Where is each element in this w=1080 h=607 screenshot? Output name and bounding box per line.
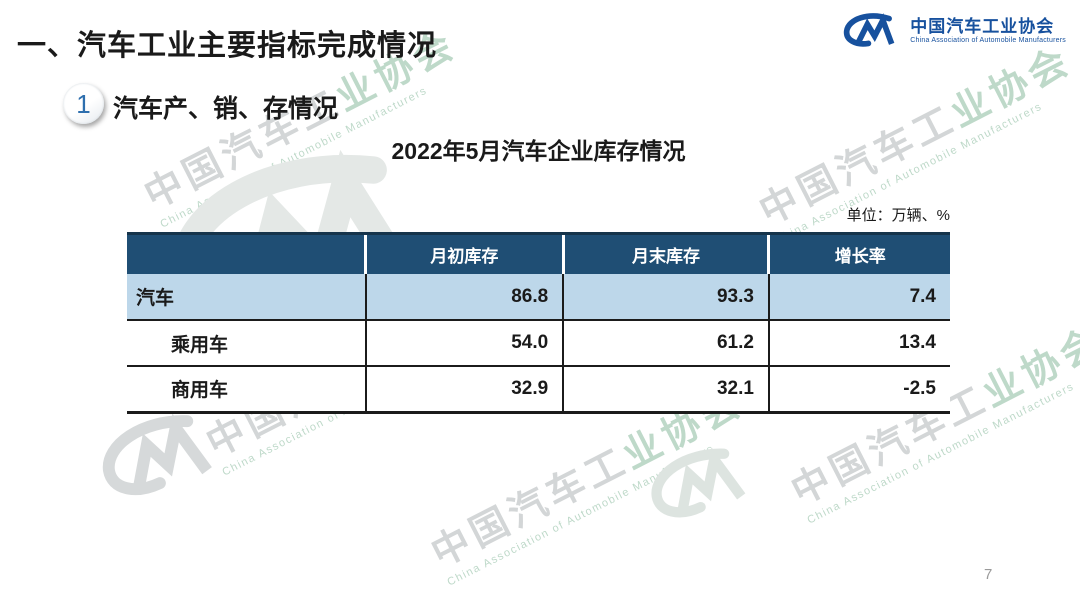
subsection-title: 汽车产、销、存情况 — [113, 95, 339, 123]
table-title: 2022年5月汽车企业库存情况 — [391, 138, 686, 164]
table-column-header — [127, 232, 366, 274]
table-row: 乘用车 54.0 61.2 13.4 — [127, 320, 950, 367]
section-title: 一、汽车工业主要指标完成情况 — [17, 30, 438, 62]
row-label: 乘用车 — [127, 320, 366, 367]
table-cell: 54.0 — [364, 320, 564, 367]
table-column-header: 月初库存 — [364, 232, 564, 274]
table-column-header: 月末库存 — [561, 232, 769, 274]
inventory-table: 月初库存 月末库存 增长率 汽车 86.8 93.3 7.4 乘用车 54.0 61.2 13.4… — [127, 232, 950, 414]
logo-name-zh: 中国汽车工业协会 — [910, 17, 1055, 37]
table-cell: 13.4 — [767, 320, 950, 367]
table-cell: 61.2 — [562, 320, 769, 367]
row-label: 汽车 — [127, 274, 366, 321]
table-column-header: 增长率 — [767, 232, 950, 274]
table-row: 商用车 32.9 32.1 -2.5 — [127, 366, 950, 414]
watermark-cm-icon — [85, 402, 231, 511]
logo-name-en: China Association of Automobile Manufact… — [910, 36, 1066, 44]
page-number: 7 — [984, 566, 993, 583]
watermark-cm-icon — [636, 437, 762, 531]
table-cell: 7.4 — [767, 274, 950, 321]
unit-note: 单位：万辆、% — [846, 207, 950, 224]
row-label: 商用车 — [127, 366, 366, 414]
table-row: 汽车 86.8 93.3 7.4 — [127, 274, 950, 321]
caam-logo-icon — [840, 11, 902, 51]
section-number-badge: 1 — [63, 83, 104, 124]
table-header-row: 月初库存 月末库存 增长率 — [127, 232, 950, 274]
table-cell: -2.5 — [767, 366, 950, 414]
table-cell: 86.8 — [364, 274, 564, 321]
table-cell: 32.9 — [364, 366, 564, 414]
table-cell: 93.3 — [562, 274, 769, 321]
table-cell: 32.1 — [562, 366, 769, 414]
caam-logo: 中国汽车工业协会 China Association of Automobile… — [840, 11, 1066, 51]
badge-number: 1 — [76, 88, 91, 119]
